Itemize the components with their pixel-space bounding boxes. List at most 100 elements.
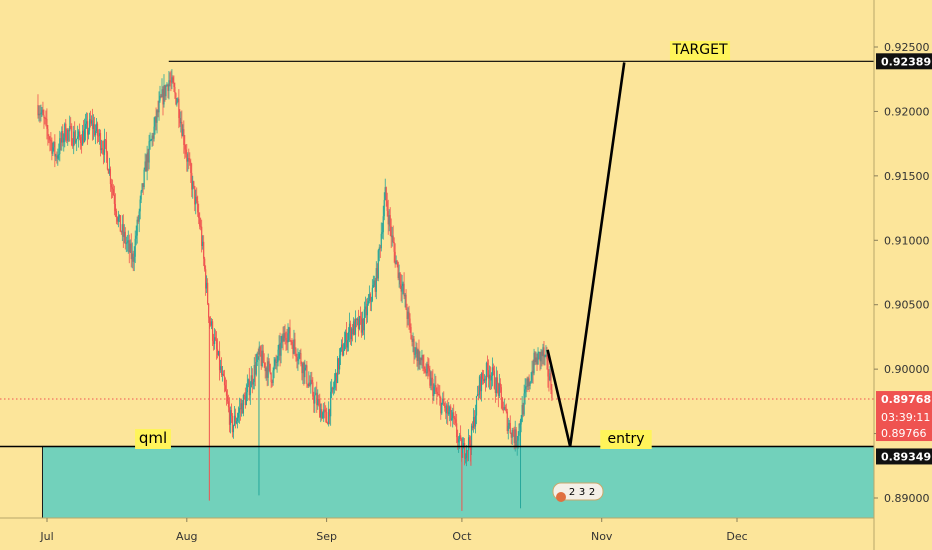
candle-body-249: [284, 333, 286, 338]
candle-body-390: [424, 368, 426, 373]
candle-body-387: [421, 355, 423, 361]
candle-body-315: [349, 323, 352, 340]
candle-body-378: [412, 338, 414, 342]
candle-body-63: [99, 133, 102, 151]
candle-body-428: [462, 447, 464, 458]
candle-body-203: [238, 408, 240, 413]
candle-body-221: [256, 353, 258, 363]
candle-body-391: [425, 372, 427, 374]
candle-body-382: [416, 347, 418, 361]
target-price-tag-text: 0.92389: [881, 55, 931, 68]
candle-body-209: [244, 396, 246, 406]
candle-body-320: [354, 318, 357, 335]
candle-body-59: [95, 123, 98, 131]
candle-body-161: [197, 200, 199, 213]
candle-body-154: [190, 162, 192, 173]
candle-body-238: [273, 365, 275, 371]
candle-body-474: [507, 425, 509, 432]
candle-body-233: [268, 361, 270, 364]
candle-body-292: [327, 422, 329, 425]
candle-body-30: [67, 129, 69, 141]
candle-body-107: [143, 169, 145, 187]
candle-body-34: [71, 126, 73, 146]
candle-body-21: [58, 154, 60, 155]
candle-body-166: [202, 241, 204, 246]
candle-body-326: [360, 317, 363, 333]
candle-body-141: [177, 98, 179, 102]
candle-body-469: [502, 409, 504, 411]
candle-body-241: [276, 362, 278, 363]
candle-body-393: [427, 364, 429, 369]
candle-body-495: [528, 378, 530, 387]
candle-body-178: [213, 337, 216, 344]
candle-body-145: [181, 121, 183, 137]
candle-body-196: [231, 415, 234, 433]
candle-body-341: [375, 268, 377, 292]
candle-body-482: [515, 429, 517, 447]
time-axis[interactable]: Jul Aug Sep Oct Nov Dec: [39, 518, 748, 543]
candle-body-255: [290, 340, 292, 342]
candle-body-226: [261, 350, 263, 366]
candle-body-58: [94, 130, 97, 136]
candle-body-236: [271, 382, 273, 383]
candle-body-265: [300, 353, 302, 365]
candle-body-76: [112, 189, 114, 196]
candle-body-301: [336, 373, 338, 384]
candle-body-425: [459, 435, 461, 440]
candle-body-319: [353, 321, 356, 335]
candle-body-95: [131, 253, 133, 260]
candle-body-270: [305, 365, 307, 368]
candle-body-92: [128, 240, 130, 253]
y-tick-label-0: 0.92500: [884, 41, 930, 54]
candle-body-359: [393, 242, 395, 252]
candle-body-121: [157, 110, 159, 113]
x-tick-label-5: Dec: [726, 530, 747, 543]
zone-price-tag: 0.89349: [876, 448, 932, 465]
candle-body-137: [173, 83, 175, 88]
candle-body-22: [59, 138, 61, 155]
candle-body-421: [455, 419, 457, 424]
candle-body-447: [480, 373, 483, 392]
candle-body-289: [324, 409, 326, 411]
candle-body-120: [156, 110, 158, 123]
candle-body-323: [357, 318, 360, 329]
candle-body-274: [309, 382, 311, 386]
candle-body-445: [478, 376, 481, 395]
candle-body-77: [113, 195, 115, 204]
target-label: TARGET: [669, 41, 731, 60]
candle-body-415: [449, 406, 451, 412]
candle-body-97: [133, 256, 135, 262]
candle-body-149: [185, 149, 187, 155]
candle-body-211: [246, 385, 248, 393]
candle-body-180: [215, 339, 218, 350]
candle-body-80: [116, 217, 118, 222]
candle-body-200: [235, 421, 238, 424]
candle-body-159: [195, 196, 197, 205]
candle-body-475: [508, 422, 510, 426]
candle-body-96: [132, 253, 134, 262]
candle-body-93: [129, 243, 131, 253]
candle-body-29: [66, 139, 68, 141]
candle-body-15: [52, 147, 54, 154]
candle-body-449: [482, 379, 485, 382]
candle-body-490: [523, 393, 525, 415]
candle-body-131: [167, 84, 169, 91]
candle-body-216: [251, 375, 253, 385]
candle-body-288: [323, 409, 325, 413]
candle-body-20: [57, 154, 59, 159]
candle-body-505: [538, 352, 540, 353]
candle-body-307: [341, 344, 344, 356]
candle-body-446: [479, 376, 482, 392]
qml-label-bg: [135, 429, 171, 449]
candle-body-12: [49, 139, 51, 141]
candle-body-212: [247, 379, 249, 386]
candle-body-291: [326, 412, 328, 423]
candle-body-297: [332, 387, 334, 390]
candle-body-165: [201, 226, 203, 246]
y-tick-label-2: 0.91500: [884, 170, 930, 183]
candle-body-412: [446, 405, 448, 414]
candle-body-254: [289, 327, 291, 341]
candle-body-454: [487, 370, 490, 379]
